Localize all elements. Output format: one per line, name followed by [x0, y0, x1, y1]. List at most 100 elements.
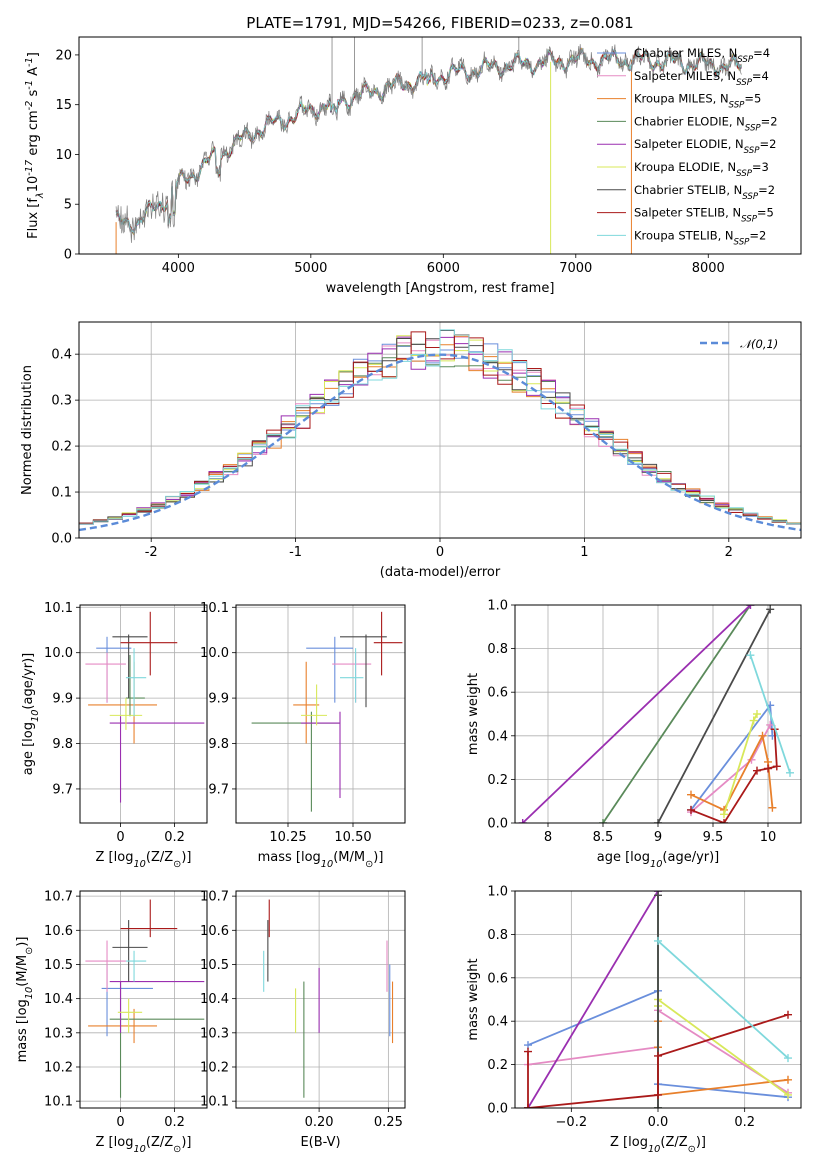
errorbar-salpeter_elodie [301, 711, 341, 799]
weight-marker-kroupa_stelib [654, 936, 662, 945]
errorbar-kroupa_miles [88, 661, 158, 744]
residuals-ytick-label: 0.3 [51, 394, 72, 409]
weight-line-kroupa_elodie [657, 997, 789, 1096]
weight-marker-kroupa_stelib [784, 1054, 792, 1063]
weight-marker-salpeter_stelib [654, 1051, 662, 1060]
mass-vs-ebv-ytick-label: 10.5 [200, 958, 229, 973]
weight-marker-chabrier_stelib [766, 605, 775, 614]
weight-marker-salpeter_elodie [518, 819, 527, 823]
weight-vs-age-xtick-label: 8 [544, 830, 552, 845]
residuals-frame [78, 321, 802, 539]
mass-vs-Z-ytick-label: 10.5 [44, 958, 73, 973]
residuals-xlabel: (data-model)/error [380, 565, 501, 580]
mass-vs-Z-ylabel: mass [log10(M/M⊙)] [15, 937, 35, 1063]
mass-vs-Z-ytick-label: 10.7 [44, 890, 73, 905]
weight-vs-age-xlabel: age [log10(age/yr)] [597, 850, 720, 870]
errorbar-salpeter_stelib [373, 611, 403, 676]
weight-line-kroupa_stelib [749, 654, 791, 774]
mass-vs-ebv-plot-area [263, 899, 394, 1098]
spectrum-ytick-label: 20 [55, 48, 72, 63]
residuals-ytick-label: 0.1 [51, 486, 72, 501]
weight-marker-chabrier_elodie [599, 819, 607, 823]
weight-series-salpeter_stelib [524, 1010, 792, 1108]
errorbar-chabrier_miles [96, 636, 132, 703]
residuals-xtick-label: -1 [289, 545, 302, 560]
weight-vs-Z-ytick-label: 0.4 [487, 1015, 508, 1030]
weight-line-salpeter_elodie [527, 891, 659, 1108]
mass-vs-Z-plot-area [85, 899, 205, 1098]
weight-marker-salpeter_stelib [687, 805, 695, 814]
legend-label-salpeter_stelib: Salpeter STELIB, NSSP=5 [634, 206, 774, 225]
weight-vs-Z-xtick-label: 0.2 [734, 1115, 755, 1130]
residuals-xtick-label: 2 [725, 545, 733, 560]
weight-marker-salpeter_stelib [524, 1047, 532, 1056]
errorbar-kroupa_stelib [125, 950, 147, 982]
weight-vs-age-plot-area [518, 605, 794, 823]
legend-label-salpeter_miles: Salpeter MILES, NSSP=4 [634, 69, 769, 88]
legend-label-kroupa_stelib: Kroupa STELIB, NSSP=2 [634, 228, 766, 247]
weight-line-kroupa_miles [657, 1021, 789, 1097]
age-vs-Z-xtick-label: 0.2 [164, 830, 185, 845]
mass-vs-ebv-ytick-label: 10.3 [200, 1026, 229, 1041]
mass-vs-ebv-ytick-label: 10.4 [200, 992, 229, 1007]
age-vs-mass-ytick-label: 10.1 [200, 601, 229, 616]
legend-label-chabrier_miles: Chabrier MILES, NSSP=4 [634, 46, 770, 65]
errorbar-chabrier_stelib [112, 634, 148, 699]
weight-marker-kroupa_elodie [753, 710, 761, 718]
mass-vs-ebv-xlabel: E(B-V) [300, 1135, 340, 1150]
weight-vs-age-ytick-label: 0.4 [487, 729, 508, 744]
weight-series-chabrier_stelib [654, 605, 775, 823]
weight-series-salpeter_miles [687, 720, 775, 817]
weight-vs-Z-xtick-label: −0.2 [556, 1115, 588, 1130]
mass-vs-Z-ytick-label: 10.1 [44, 1095, 73, 1110]
weight-vs-Z-plot-area [524, 891, 792, 1108]
residuals-xtick-label: 1 [580, 545, 588, 560]
weight-vs-age-ytick-label: 0.2 [487, 773, 508, 788]
spectrum-ylabel: Flux [fλ10-17 erg cm-2 s-1 A-1] [24, 52, 46, 239]
errorbar-salpeter_miles [85, 940, 126, 992]
age-vs-Z-ytick-label: 10.1 [44, 601, 73, 616]
weight-vs-age-xtick-label: 9 [654, 830, 662, 845]
age-vs-Z-frame [79, 604, 208, 824]
weight-line-salpeter_stelib [690, 729, 778, 823]
age-vs-Z-xtick-label: 0 [116, 830, 124, 845]
residuals-ylabel: Normed distribution [20, 365, 35, 495]
mass-vs-Z-ytick-label: 10.6 [44, 924, 73, 939]
weight-series-salpeter_stelib [687, 725, 781, 823]
age-vs-Z-ylabel: age [log10(age/yr)] [21, 653, 41, 776]
errorbar-kroupa_stelib [340, 648, 364, 703]
mass-vs-ebv-frame [235, 890, 406, 1109]
spectrum-data [115, 44, 742, 243]
age-vs-mass-ytick-label: 9.8 [208, 737, 229, 752]
spectrum-ytick-label: 10 [55, 148, 72, 163]
errorbar-salpeter_elodie [109, 716, 205, 803]
spectrum-ytick-label: 5 [64, 198, 72, 213]
figure-title: PLATE=1791, MJD=54266, FIBERID=0233, z=0… [246, 14, 633, 32]
spectrum-ytick-label: 0 [64, 248, 72, 263]
weight-vs-Z-ytick-label: 0.0 [487, 1102, 508, 1117]
errorbar-kroupa_stelib [125, 648, 147, 717]
age-vs-mass-ytick-label: 9.9 [208, 692, 229, 707]
weight-vs-Z-xtick-label: 0.0 [648, 1115, 669, 1130]
age-vs-Z-ytick-label: 10.0 [44, 646, 73, 661]
errorbar-salpeter_miles [85, 652, 126, 703]
mass-vs-Z-axes: 0 0.2 10.1 10.2 10.3 10.4 10.5 10.6 10.7 Z [log10… [15, 890, 207, 1155]
weight-vs-Z-ytick-label: 0.2 [487, 1058, 508, 1073]
weight-vs-age-ytick-label: 1.0 [487, 599, 508, 614]
weight-vs-age-xtick-label: 10 [760, 830, 777, 845]
weight-marker-kroupa_stelib [746, 651, 755, 660]
weight-marker-kroupa_elodie [720, 810, 728, 819]
weight-marker-salpeter_stelib [654, 1090, 662, 1099]
weight-vs-age-axes: 8 8.5 9 9.5 10 0.0 0.2 0.4 0.6 0.8 1.0 age [log10(a… [466, 599, 801, 870]
age-vs-mass-plot-area [251, 611, 403, 812]
age-vs-mass-ytick-label: 10.0 [200, 646, 229, 661]
mass-vs-Z-ytick-label: 10.3 [44, 1026, 73, 1041]
weight-vs-Z-axes: −0.2 0.0 0.2 0.0 0.2 0.4 0.6 0.8 1.0 Z [log10(Z/Z… [466, 885, 801, 1155]
age-vs-Z-ytick-label: 9.9 [52, 692, 73, 707]
spectrum-legend: Chabrier MILES, NSSP=4 Salpeter MILES, NS… [597, 46, 778, 247]
errorbar-chabrier_elodie [251, 711, 340, 812]
errorbar-salpeter_stelib [120, 611, 178, 676]
weight-series-kroupa_stelib [654, 936, 792, 1063]
